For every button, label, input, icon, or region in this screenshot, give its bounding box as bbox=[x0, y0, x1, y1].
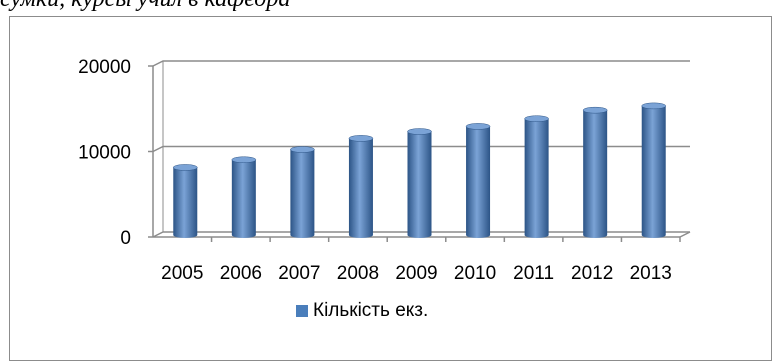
y-tick-label: 0 bbox=[120, 228, 131, 249]
bar-body bbox=[583, 110, 608, 238]
bar-top bbox=[290, 146, 315, 153]
bar-2013 bbox=[641, 102, 666, 239]
x-tick-label: 2008 bbox=[337, 263, 379, 284]
bar-2009 bbox=[407, 128, 432, 238]
bar-body bbox=[466, 126, 491, 238]
y-tick-label: 10000 bbox=[78, 143, 131, 164]
bar-2012 bbox=[582, 106, 608, 238]
bar-body bbox=[231, 159, 256, 238]
x-tick-label: 2012 bbox=[571, 263, 613, 284]
x-tick-label: 2007 bbox=[278, 263, 320, 284]
bar-2010 bbox=[465, 123, 491, 238]
bar-top bbox=[231, 156, 257, 164]
bar-body bbox=[173, 167, 198, 238]
tick-layer: 0 10000 20000 2005 2006 2007 2008 2009 2010 2011 2… bbox=[78, 57, 681, 284]
bar-body bbox=[407, 131, 432, 238]
floor-edge bbox=[679, 231, 691, 238]
bar-top bbox=[407, 128, 432, 135]
bar-top bbox=[465, 123, 491, 130]
bar-2006 bbox=[231, 156, 257, 238]
bar-top bbox=[582, 106, 608, 114]
y-tick-label: 20000 bbox=[78, 57, 131, 78]
bar-top bbox=[524, 115, 549, 122]
bar-top bbox=[173, 164, 198, 171]
x-tick-label: 2011 bbox=[513, 263, 554, 284]
top-caption-text: сумки, курсы учил в кафедра bbox=[0, 0, 290, 13]
gridline bbox=[152, 60, 690, 67]
legend-swatch bbox=[296, 305, 308, 317]
legend: Кількість екз. bbox=[296, 300, 428, 322]
legend-label: Кількість екз. bbox=[313, 300, 429, 321]
bar-top bbox=[641, 102, 666, 110]
x-tick-label: 2013 bbox=[630, 263, 672, 284]
bar-2005 bbox=[173, 164, 198, 238]
bar-2007 bbox=[290, 146, 315, 238]
bar-layer bbox=[173, 102, 666, 239]
bar-2008 bbox=[348, 135, 374, 238]
bar-body bbox=[348, 138, 373, 238]
x-tick-label: 2006 bbox=[220, 263, 262, 284]
bar-body bbox=[641, 105, 666, 239]
x-tick-label: 2005 bbox=[161, 263, 203, 284]
x-tick-label: 2010 bbox=[454, 263, 496, 284]
bar-body bbox=[524, 118, 549, 238]
bar-top bbox=[348, 135, 374, 142]
x-tick-label: 2009 bbox=[395, 263, 437, 284]
bar-body bbox=[290, 149, 315, 238]
bar-2011 bbox=[524, 115, 549, 238]
